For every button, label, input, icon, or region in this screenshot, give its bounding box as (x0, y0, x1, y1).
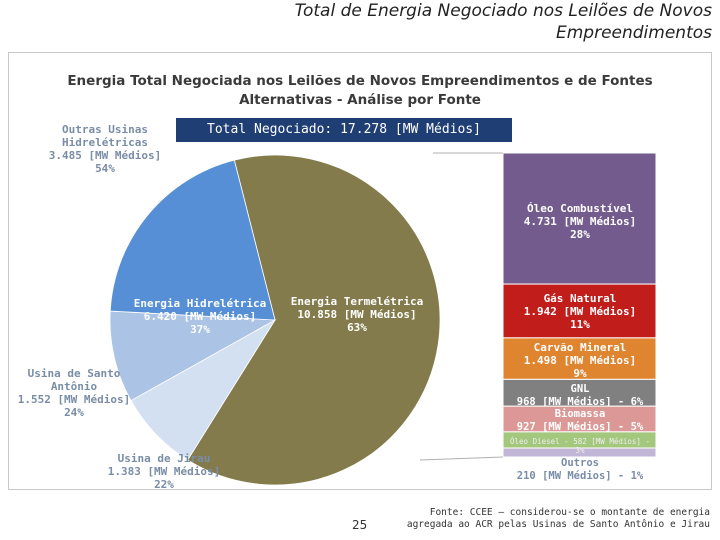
label-gas-natural: Gás Natural 1.942 [MW Médios] 11% (504, 292, 656, 331)
label-hidreletrica-line-3: 37% (190, 323, 210, 336)
label-jirau-line-3: 22% (154, 478, 174, 491)
label-oleo-line-2: 4.731 [MW Médios] (523, 215, 637, 228)
label-outras-line-1: Outras Usinas (61, 123, 149, 136)
connector-line-bottom (419, 456, 504, 461)
label-santo-antonio-line-4: 24% (64, 406, 84, 419)
label-outras-hidreletricas: Outras Usinas Hidrelétricas 3.485 [MW Mé… (30, 123, 180, 175)
label-biomassa: Biomassa 927 [MW Médios] - 5% (504, 408, 656, 433)
label-outros-line-1: Outros (561, 457, 599, 469)
slide-title-line-2: Empreendimentos (555, 23, 712, 43)
bar-segment-gnl (502, 378, 657, 407)
chart-title-line-2: Alternativas - Análise por Fonte (239, 92, 481, 108)
pie-slice-santo-antonio (109, 310, 277, 402)
bar-segment-carvao-mineral (502, 337, 657, 380)
label-energia-hidreletrica: Energia Hidrelétrica 6.420 [MW Médios] 3… (128, 297, 272, 336)
label-outras-line-3: 3.485 [MW Médios] (48, 149, 162, 162)
label-gnl-line-1: GNL (570, 383, 590, 395)
label-gnl-line-2: 968 [MW Médios] - 6% (516, 395, 644, 408)
label-termeletrica-line-2: 10.858 [MW Médios] (297, 308, 417, 321)
label-jirau-line-2: 1.383 [MW Médios] (107, 465, 221, 478)
label-hidreletrica-line-1: Energia Hidrelétrica (133, 297, 267, 310)
label-santo-antonio: Usina de Santo Antônio 1.552 [MW Médios]… (4, 367, 144, 419)
bar-segment-oleo-combustivel (502, 152, 657, 285)
pie-slice-termeletrica (187, 154, 441, 486)
label-outros: Outros 210 [MW Médios] - 1% (504, 457, 656, 482)
bar-segment-gas-natural (502, 283, 657, 339)
label-gas-line-3: 11% (570, 318, 590, 331)
label-carvao-mineral: Carvão Mineral 1.498 [MW Médios] 9% (504, 341, 656, 380)
label-outras-line-2: Hidrelétricas (61, 136, 149, 149)
label-biomassa-line-1: Biomassa (554, 408, 606, 420)
label-outras-line-4: 54% (95, 162, 115, 175)
label-oleo-diesel: Óleo Diesel - 582 [MW Médios] - 3% (504, 437, 656, 455)
label-carvao-line-2: 1.498 [MW Médios] (523, 354, 637, 367)
label-jirau: Usina de Jirau 1.383 [MW Médios] 22% (96, 452, 232, 491)
label-jirau-line-1: Usina de Jirau (117, 452, 211, 465)
chart-title-line-1: Energia Total Negociada nos Leilões de N… (67, 73, 653, 89)
label-termeletrica-line-3: 63% (347, 321, 367, 334)
label-gas-line-2: 1.942 [MW Médios] (523, 305, 637, 318)
slide-title: Total de Energia Negociado nos Leilões d… (152, 0, 712, 44)
source-line-2: agregada ao ACR pelas Usinas de Santo An… (406, 519, 710, 530)
label-oleo-combustivel: Óleo Combustível 4.731 [MW Médios] 28% (504, 202, 656, 241)
label-hidreletrica-line-2: 6.420 [MW Médios] (143, 310, 257, 323)
label-energia-termeletrica: Energia Termelétrica 10.858 [MW Médios] … (282, 295, 432, 334)
label-gas-line-1: Gás Natural (543, 292, 617, 305)
bar-segment-biomassa (502, 405, 657, 433)
slide-title-line-1: Total de Energia Negociado nos Leilões d… (294, 1, 712, 21)
label-diesel-line-1: Óleo Diesel - 582 [MW Médios] - 3% (510, 437, 650, 455)
label-oleo-line-1: Óleo Combustível (527, 202, 633, 215)
source-note: Fonte: CCEE – considerou-se o montante d… (390, 507, 710, 531)
label-biomassa-line-2: 927 [MW Médios] - 5% (516, 420, 644, 433)
bar-segment-outros (502, 447, 657, 458)
label-oleo-line-3: 28% (570, 228, 590, 241)
pie-slice-outras-hidreletricas (109, 159, 276, 321)
total-negotiated-banner: Total Negociado: 17.278 [MW Médios] (176, 118, 512, 142)
label-termeletrica-line-1: Energia Termelétrica (290, 295, 424, 308)
label-carvao-line-3: 9% (573, 367, 587, 380)
label-carvao-line-1: Carvão Mineral (533, 341, 627, 354)
label-outros-line-2: 210 [MW Médios] - 1% (516, 469, 644, 482)
label-santo-antonio-line-3: 1.552 [MW Médios] (17, 393, 131, 406)
label-gnl: GNL 968 [MW Médios] - 6% (504, 383, 656, 408)
page-number: 25 (352, 518, 368, 532)
source-line-1: Fonte: CCEE – considerou-se o montante d… (429, 507, 710, 518)
label-santo-antonio-line-1: Usina de Santo (27, 367, 121, 380)
label-santo-antonio-line-2: Antônio (50, 380, 98, 393)
chart-title: Energia Total Negociada nos Leilões de N… (60, 72, 660, 110)
